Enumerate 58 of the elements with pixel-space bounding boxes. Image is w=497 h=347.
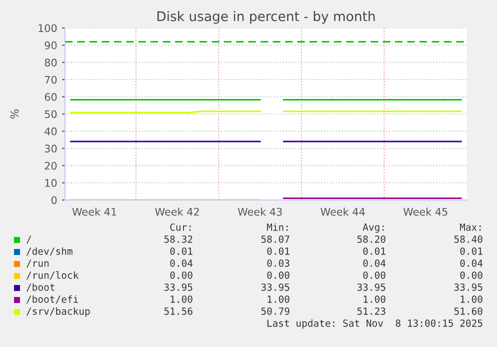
legend-label: /run: [26, 260, 49, 268]
y-tick-label: 50: [44, 110, 57, 118]
text: 33.95: [357, 283, 386, 291]
y-tick-label: 10: [45, 179, 57, 187]
text: 0.03: [267, 259, 290, 267]
legend-label: /srv/backup: [26, 307, 90, 317]
text: 0.01: [267, 247, 290, 255]
text: 33.95: [164, 283, 192, 291]
x-tick-label: Week 42: [155, 208, 199, 216]
text: Min:: [266, 223, 288, 231]
text: 1.00: [268, 295, 290, 303]
y-tick-label: 80: [44, 58, 57, 67]
text: 58.20: [357, 235, 386, 243]
legend-label: /: [26, 236, 32, 244]
text: 0.01: [363, 247, 386, 255]
legend-label: /dev/shm: [26, 247, 72, 256]
text: 0.04: [460, 259, 483, 267]
x-tick-label: Week 41: [72, 208, 116, 216]
y-tick-label: 0: [51, 196, 57, 204]
y-tick-label: 60: [44, 93, 57, 101]
text: 50.79: [261, 307, 290, 315]
y-tick-label: 90: [44, 41, 57, 50]
chart-title: Disk usage in percent - by month: [157, 11, 375, 24]
text: Avg:: [362, 224, 384, 233]
y-tick-label: 100: [38, 24, 57, 32]
x-tick-label: Week 44: [320, 208, 365, 216]
text: 1.00: [364, 295, 386, 303]
text: 1.00: [170, 295, 192, 303]
text: 0.01: [170, 247, 192, 255]
x-tick-label: Week 43: [238, 208, 282, 216]
text: 0.04: [170, 259, 193, 267]
text: 51.23: [357, 307, 386, 315]
text: 0.01: [460, 247, 482, 255]
x-tick-label: Week 45: [403, 208, 448, 216]
text: 1.00: [460, 295, 482, 303]
text: 51.56: [164, 307, 192, 315]
text: 58.07: [261, 235, 290, 243]
text: 0.00: [363, 271, 386, 279]
legend-label: /boot/efi: [26, 295, 78, 304]
text: 0.00: [460, 271, 482, 279]
text: 0.00: [267, 271, 290, 279]
text: Cur:: [170, 223, 191, 231]
y-tick-label: 40: [44, 127, 57, 136]
y-tick-label: 20: [44, 162, 57, 170]
y-tick-label: 30: [44, 144, 57, 153]
text: Last update: Sat Nov 8 13:00:15 2025: [267, 319, 482, 329]
text: 33.95: [261, 283, 290, 291]
text: 58.32: [164, 235, 192, 243]
text: 33.95: [454, 283, 482, 291]
text: 51.60: [454, 307, 482, 315]
y-tick-label: 70: [44, 76, 57, 84]
text: Max:: [460, 224, 481, 231]
y-axis-title: %: [10, 109, 19, 119]
legend-label: /boot: [26, 283, 54, 292]
text: 0.04: [363, 259, 386, 267]
legend-label: /run/lock: [26, 271, 79, 280]
text: 0.00: [170, 271, 192, 279]
text: 58.40: [454, 235, 482, 243]
